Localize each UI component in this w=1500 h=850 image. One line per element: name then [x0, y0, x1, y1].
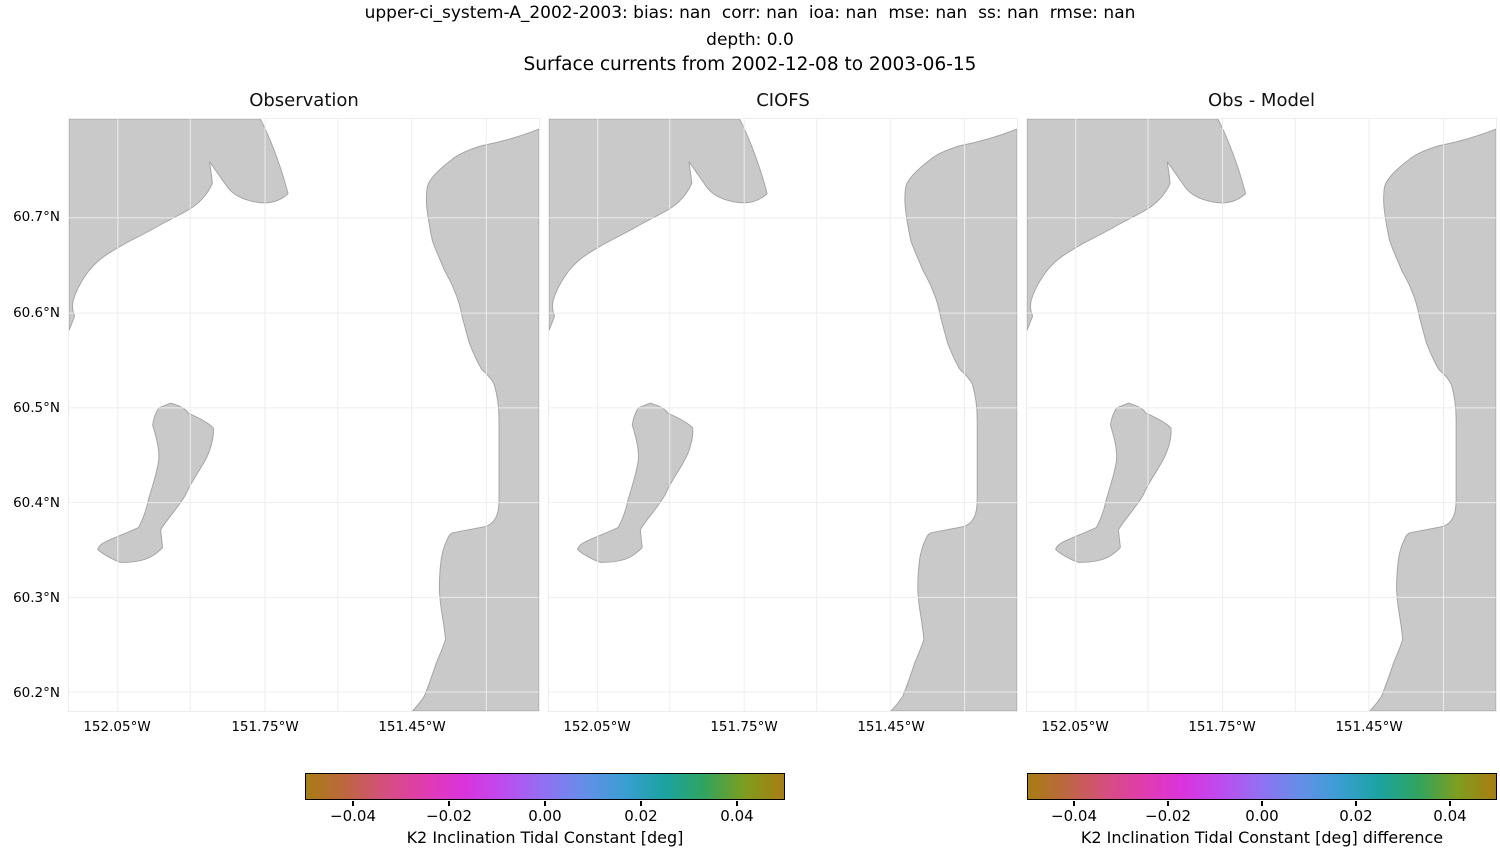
colorbar-k2-inclination-difference	[1027, 773, 1497, 800]
panel-observation: Observation	[68, 90, 540, 712]
colorbar-tick-mark	[352, 801, 354, 806]
colorbar-tick-label: 0.00	[1245, 807, 1279, 825]
colorbar-axis-label: K2 Inclination Tidal Constant [deg] diff…	[1080, 828, 1444, 847]
lat-tick-label: 60.5°N	[13, 400, 60, 416]
lat-tick-label: 60.2°N	[13, 685, 60, 701]
panel-obs-minus-model: Obs - Model	[1026, 90, 1497, 712]
lon-tick-label: 151.75°W	[710, 719, 778, 735]
colorbar-tick-label: 0.04	[1433, 807, 1467, 825]
colorbar-tick-mark	[640, 801, 642, 806]
colorbar-tick-mark	[1167, 801, 1169, 806]
colorbar-tick-label: 0.04	[720, 807, 754, 825]
colorbar-tick-label: 0.02	[1339, 807, 1373, 825]
colorbar-k2-inclination	[305, 773, 785, 800]
map-ciofs	[549, 119, 1017, 711]
date-range-subtitle: Surface currents from 2002-12-08 to 2003…	[523, 54, 977, 75]
depth-subtitle: depth: 0.0	[706, 30, 794, 50]
map-obs-minus-model	[1027, 119, 1496, 711]
lon-tick-label: 151.45°W	[857, 719, 925, 735]
colorbar-tick-mark	[448, 801, 450, 806]
figure-title: upper-ci_system-A_2002-2003: bias: nan c…	[364, 3, 1136, 23]
lat-tick-label: 60.7°N	[13, 209, 60, 225]
panel-title-obs-minus-model: Obs - Model	[1208, 90, 1315, 111]
lon-tick-label: 152.05°W	[83, 719, 151, 735]
colorbar-tick-label: −0.02	[426, 807, 472, 825]
colorbar-tick-mark	[1449, 801, 1451, 806]
colorbar-tick-label: −0.02	[1145, 807, 1191, 825]
map-observation	[69, 119, 539, 711]
colorbar-axis-label: K2 Inclination Tidal Constant [deg]	[406, 828, 684, 847]
colorbar-tick-mark	[1355, 801, 1357, 806]
colorbar-tick-mark	[544, 801, 546, 806]
lat-tick-label: 60.3°N	[13, 590, 60, 606]
panel-title-observation: Observation	[249, 90, 359, 111]
colorbar-tick-label: 0.02	[624, 807, 658, 825]
lon-tick-label: 152.05°W	[1041, 719, 1109, 735]
colorbar-tick-mark	[736, 801, 738, 806]
colorbar-tick-mark	[1261, 801, 1263, 806]
lon-tick-label: 151.75°W	[231, 719, 299, 735]
colorbar-tick-label: −0.04	[1051, 807, 1097, 825]
lon-tick-label: 151.45°W	[1335, 719, 1403, 735]
colorbar-tick-label: 0.00	[528, 807, 562, 825]
lat-tick-label: 60.4°N	[13, 495, 60, 511]
panel-title-ciofs: CIOFS	[756, 90, 810, 111]
lat-tick-label: 60.6°N	[13, 305, 60, 321]
lon-tick-label: 151.75°W	[1188, 719, 1256, 735]
lon-tick-label: 152.05°W	[563, 719, 631, 735]
lon-tick-label: 151.45°W	[378, 719, 446, 735]
colorbar-tick-mark	[1073, 801, 1075, 806]
panel-ciofs: CIOFS	[548, 90, 1018, 712]
colorbar-tick-label: −0.04	[330, 807, 376, 825]
